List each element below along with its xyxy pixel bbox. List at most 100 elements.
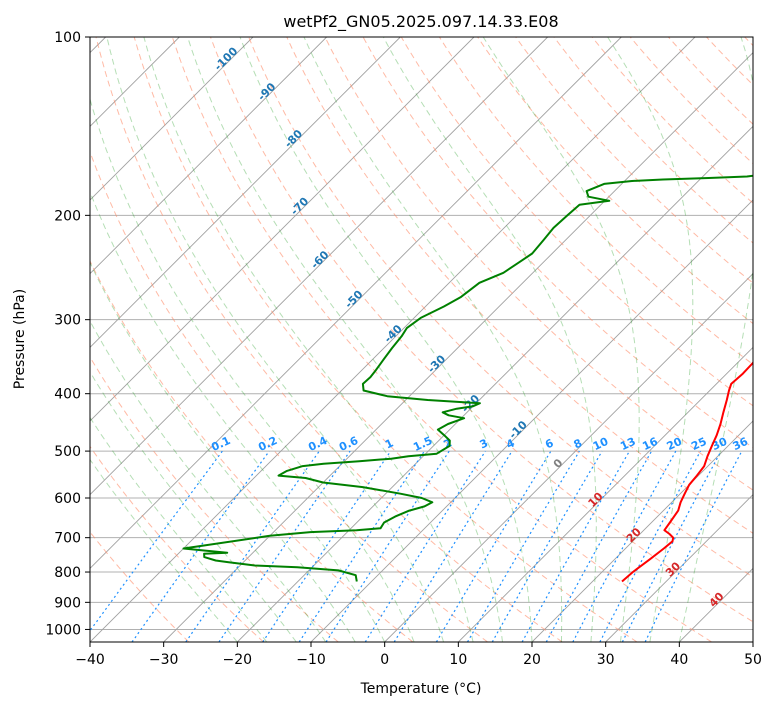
- x-tick-label: 0: [380, 652, 389, 668]
- mixing-ratio-label: 36: [731, 435, 751, 453]
- mixing-ratio-line: [466, 450, 580, 642]
- moist-adiabat: [143, 37, 474, 642]
- isotherm-line: [90, 37, 475, 422]
- dry-adiabat: [553, 37, 753, 244]
- plot-frame: [89, 36, 754, 643]
- moist-adiabat: [482, 37, 640, 642]
- isotherm-label: -100: [212, 44, 241, 73]
- moist-adiabat: [90, 458, 238, 642]
- moist-adiabat: [90, 416, 268, 642]
- temperature-profile: [621, 361, 753, 583]
- moist-adiabat: [90, 190, 386, 642]
- dry-adiabat: [324, 37, 753, 491]
- x-tick-label: −40: [75, 652, 105, 668]
- mixing-ratio-label: 13: [618, 435, 637, 453]
- isotherm-line: [384, 273, 753, 642]
- isotherm-line: [237, 125, 753, 642]
- moist-adiabat: [187, 37, 503, 642]
- dry-adiabat: [90, 445, 264, 642]
- isotherm-line: [90, 37, 327, 275]
- isotherm-label: 10: [586, 490, 606, 510]
- isotherm-line: [90, 37, 401, 348]
- dry-adiabat: [515, 37, 753, 284]
- mixing-ratio-line: [545, 450, 653, 642]
- mixing-ratio-label: 6: [543, 436, 556, 451]
- y-tick-label: 200: [54, 208, 81, 224]
- dewpoint-profile: [182, 174, 753, 582]
- moist-adiabat: [90, 261, 356, 642]
- isotherm-line: [679, 567, 753, 642]
- moist-adiabat: [382, 37, 597, 642]
- mixing-ratio-line: [491, 450, 603, 642]
- dry-adiabat: [668, 37, 753, 125]
- x-axis-label: Temperature (°C): [360, 681, 482, 697]
- mixing-ratio-line: [393, 450, 513, 642]
- moist-adiabat: [90, 320, 327, 642]
- isotherm-label: -60: [308, 248, 331, 271]
- isotherm-label: -30: [425, 352, 448, 375]
- y-tick-label: 700: [54, 531, 81, 547]
- y-tick-label: 900: [54, 595, 81, 611]
- mixing-ratio-label: 10: [591, 435, 611, 453]
- y-tick-label: 500: [54, 444, 81, 460]
- isotherm-line: [90, 37, 696, 642]
- dry-adiabat: [90, 531, 190, 642]
- y-axis-label: Pressure (hPa): [12, 289, 28, 389]
- isotherm-label: -40: [382, 322, 405, 345]
- x-tick-label: −10: [296, 652, 326, 668]
- isotherm-line: [90, 37, 622, 569]
- isotherm-line: [310, 199, 753, 642]
- mixing-ratio-line: [262, 450, 392, 642]
- mixing-ratio-line: [131, 450, 270, 642]
- moist-adiabat: [90, 370, 297, 642]
- mixing-ratio-line: [435, 450, 552, 642]
- moist-adiabat: [90, 97, 415, 642]
- moist-adiabat: [607, 37, 694, 642]
- isotherm-label: 40: [707, 590, 727, 610]
- mixing-ratio-line: [599, 450, 702, 642]
- dry-adiabat: [95, 37, 563, 642]
- mixing-ratio-label: 16: [640, 435, 660, 453]
- x-tick-label: −20: [223, 652, 253, 668]
- x-tick-label: 40: [670, 652, 688, 668]
- mixing-ratio-line: [298, 450, 425, 642]
- dry-adiabat: [210, 37, 753, 623]
- isotherm-label: 20: [624, 525, 644, 545]
- mixing-ratio-line: [572, 450, 677, 642]
- dry-adiabat: [744, 37, 753, 47]
- isotherm-label: 30: [663, 559, 683, 579]
- dry-adiabat: [90, 150, 488, 642]
- dry-adiabat: [248, 37, 753, 578]
- mixing-ratio-line: [90, 450, 223, 632]
- x-tick-label: −30: [149, 652, 179, 668]
- isotherm-label: -50: [342, 288, 365, 311]
- mixing-ratio-line: [521, 450, 631, 642]
- moist-adiabat: [303, 37, 563, 642]
- x-tick-label: 50: [744, 652, 762, 668]
- chart-title: wetPf2_GN05.2025.097.14.33.E08: [283, 12, 558, 32]
- x-tick-label: 30: [597, 652, 615, 668]
- moist-adiabat: [239, 37, 533, 642]
- isotherm-line: [90, 37, 254, 201]
- x-tick-label: 10: [449, 652, 467, 668]
- plot-area: 0.1 0.2 0.4 0.6 1 1.5 2 3 4 6 8 10 13 16 20 25 30 36-100-…: [90, 37, 753, 642]
- y-tick-label: 300: [54, 313, 81, 329]
- y-tick-label: 100: [54, 30, 81, 46]
- x-tick-label: 20: [523, 652, 541, 668]
- dry-adiabat: [706, 37, 753, 86]
- isotherm-line: [752, 641, 753, 642]
- y-tick-label: 400: [54, 387, 81, 403]
- dry-adiabat: [171, 37, 712, 642]
- dry-adiabat: [286, 37, 753, 534]
- isotherm-label: -70: [288, 194, 311, 217]
- isotherm-line: [458, 346, 753, 642]
- isotherm-line: [531, 420, 753, 642]
- mixing-ratio-line: [644, 450, 743, 642]
- isotherm-line: [605, 494, 753, 642]
- mixing-ratio-line: [621, 450, 722, 642]
- dry-adiabat: [90, 259, 414, 642]
- isotherm-label: -80: [282, 127, 305, 150]
- mixing-ratio-label: 25: [689, 435, 708, 453]
- y-tick-label: 1000: [45, 622, 81, 638]
